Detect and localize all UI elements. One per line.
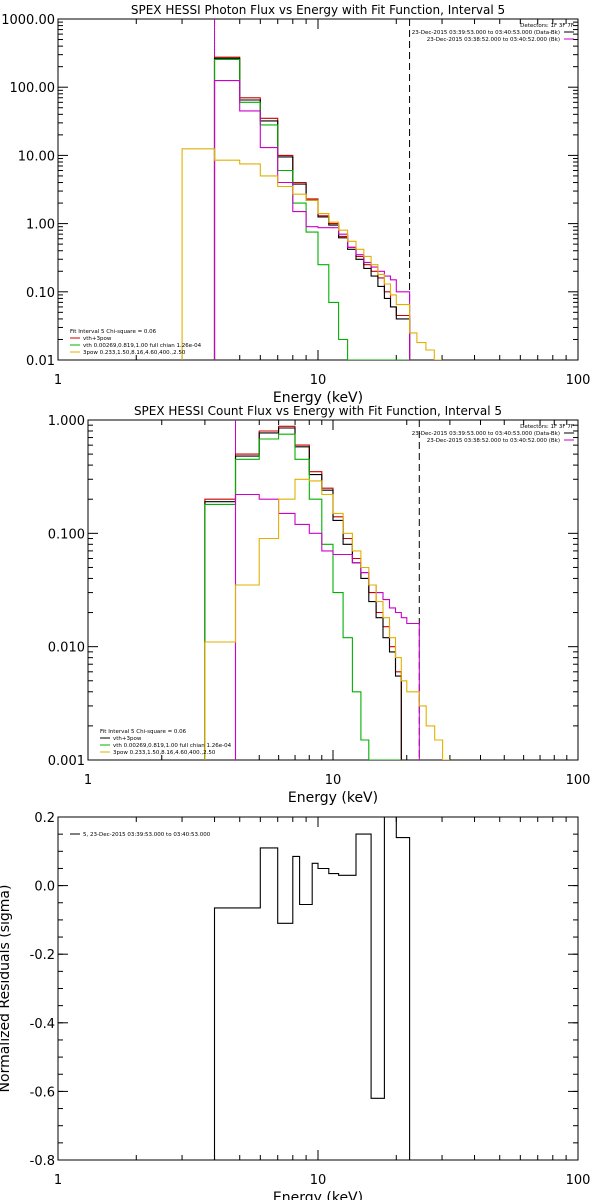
panel-1: SPEX HESSI Photon Flux vs Energy with Fi…: [1, 3, 590, 406]
y-tick-label: 1000.00: [1, 13, 55, 28]
x-axis-label: Energy (keV): [273, 390, 363, 406]
series-3-histogram: [204, 433, 402, 760]
y-tick-label: 0.01: [26, 354, 55, 369]
legend-label: vth+3pow: [83, 336, 112, 342]
y-tick-label: 0.2: [34, 811, 55, 826]
y-tick-label: 100.00: [10, 81, 56, 96]
chart-title: SPEX HESSI Count Flux vs Energy with Fit…: [134, 404, 502, 418]
series-4-histogram: [234, 493, 420, 760]
chart-title: SPEX HESSI Photon Flux vs Energy with Fi…: [131, 3, 505, 17]
series-1-histogram: [213, 817, 411, 1160]
x-axis-label: Energy (keV): [273, 1190, 363, 1200]
legend-label: 3pow 0.233,1.50,8.16,4.60,400.,2.50: [83, 350, 186, 356]
y-tick-label: -0.4: [30, 1017, 55, 1032]
series-2-histogram: [213, 57, 411, 360]
y-tick-label: 10.00: [18, 149, 55, 164]
y-tick-label: 0.001: [48, 754, 85, 769]
x-tick-label: 100: [566, 373, 591, 388]
series-2-histogram: [204, 427, 402, 760]
panel-2: SPEX HESSI Count Flux vs Energy with Fit…: [48, 404, 591, 806]
plot-area: [181, 19, 443, 360]
legend-label: Fit Interval 5 Chi-square = 0.06: [70, 329, 157, 335]
header-line: 23-Dec-2015 03:39:53.000 to 03:40:53.000…: [412, 30, 560, 36]
legend-label: 5, 23-Dec-2015 03:39:53.000 to 03:40:53.…: [83, 832, 211, 838]
x-tick-label: 100: [566, 773, 591, 788]
series-4-histogram: [213, 80, 411, 360]
legend-label: vth+3pow: [113, 736, 142, 742]
y-tick-label: 0.100: [48, 527, 85, 542]
legend-label: Fit Interval 5 Chi-square = 0.06: [100, 729, 187, 735]
series-3-histogram: [213, 58, 410, 360]
y-tick-label: 0.10: [26, 286, 55, 301]
series-5-histogram: [204, 478, 450, 760]
header-line: Detectors: 1F 3F 7F: [520, 424, 574, 430]
header-line: Detectors: 1F 3F 7F: [520, 23, 574, 29]
y-tick-label: 0.0: [34, 880, 55, 895]
y-axis-label: Normalized Residuals (sigma): [0, 885, 13, 1093]
legend-label: vth 0.00269,0.819,1.00 full chian 1.26e-…: [113, 743, 232, 749]
header-line: 23-Dec-2015 03:38:52.000 to 03:40:52.000…: [427, 37, 560, 43]
plot-frame: [57, 18, 579, 361]
x-tick-label: 1: [84, 773, 92, 788]
x-tick-label: 10: [325, 773, 342, 788]
panel-3: 1 10 100 -0.8 -0.6 -0.4 -0.2 0.0 0.2 Energy (keV)…: [0, 811, 590, 1200]
x-axis-label: Energy (keV): [288, 790, 378, 806]
y-tick-label: 0.010: [48, 641, 85, 656]
header-line: 23-Dec-2015 03:38:52.000 to 03:40:52.000…: [427, 438, 560, 444]
x-tick-label: 1: [54, 373, 62, 388]
header-line: 23-Dec-2015 03:39:53.000 to 03:40:53.000…: [412, 431, 560, 437]
y-tick-label: 1.00: [26, 218, 55, 233]
series-1-histogram: [204, 425, 402, 760]
x-tick-label: 1: [54, 1173, 62, 1188]
plot-area: [204, 420, 450, 760]
y-tick-label: 1.000: [48, 414, 85, 429]
y-tick-label: -0.6: [30, 1085, 55, 1100]
legend-label: vth 0.00269,0.819,1.00 full chian 1.26e-…: [83, 343, 202, 349]
y-tick-label: -0.2: [30, 948, 55, 963]
x-tick-label: 10: [310, 1173, 327, 1188]
x-tick-label: 10: [310, 373, 327, 388]
x-tick-label: 100: [566, 1173, 591, 1188]
legend-label: 3pow 0.233,1.50,8.16,4.60,400.,2.50: [113, 750, 216, 756]
series-5-histogram: [181, 148, 443, 360]
plot-area: [213, 817, 411, 1160]
y-tick-label: -0.8: [30, 1154, 55, 1169]
